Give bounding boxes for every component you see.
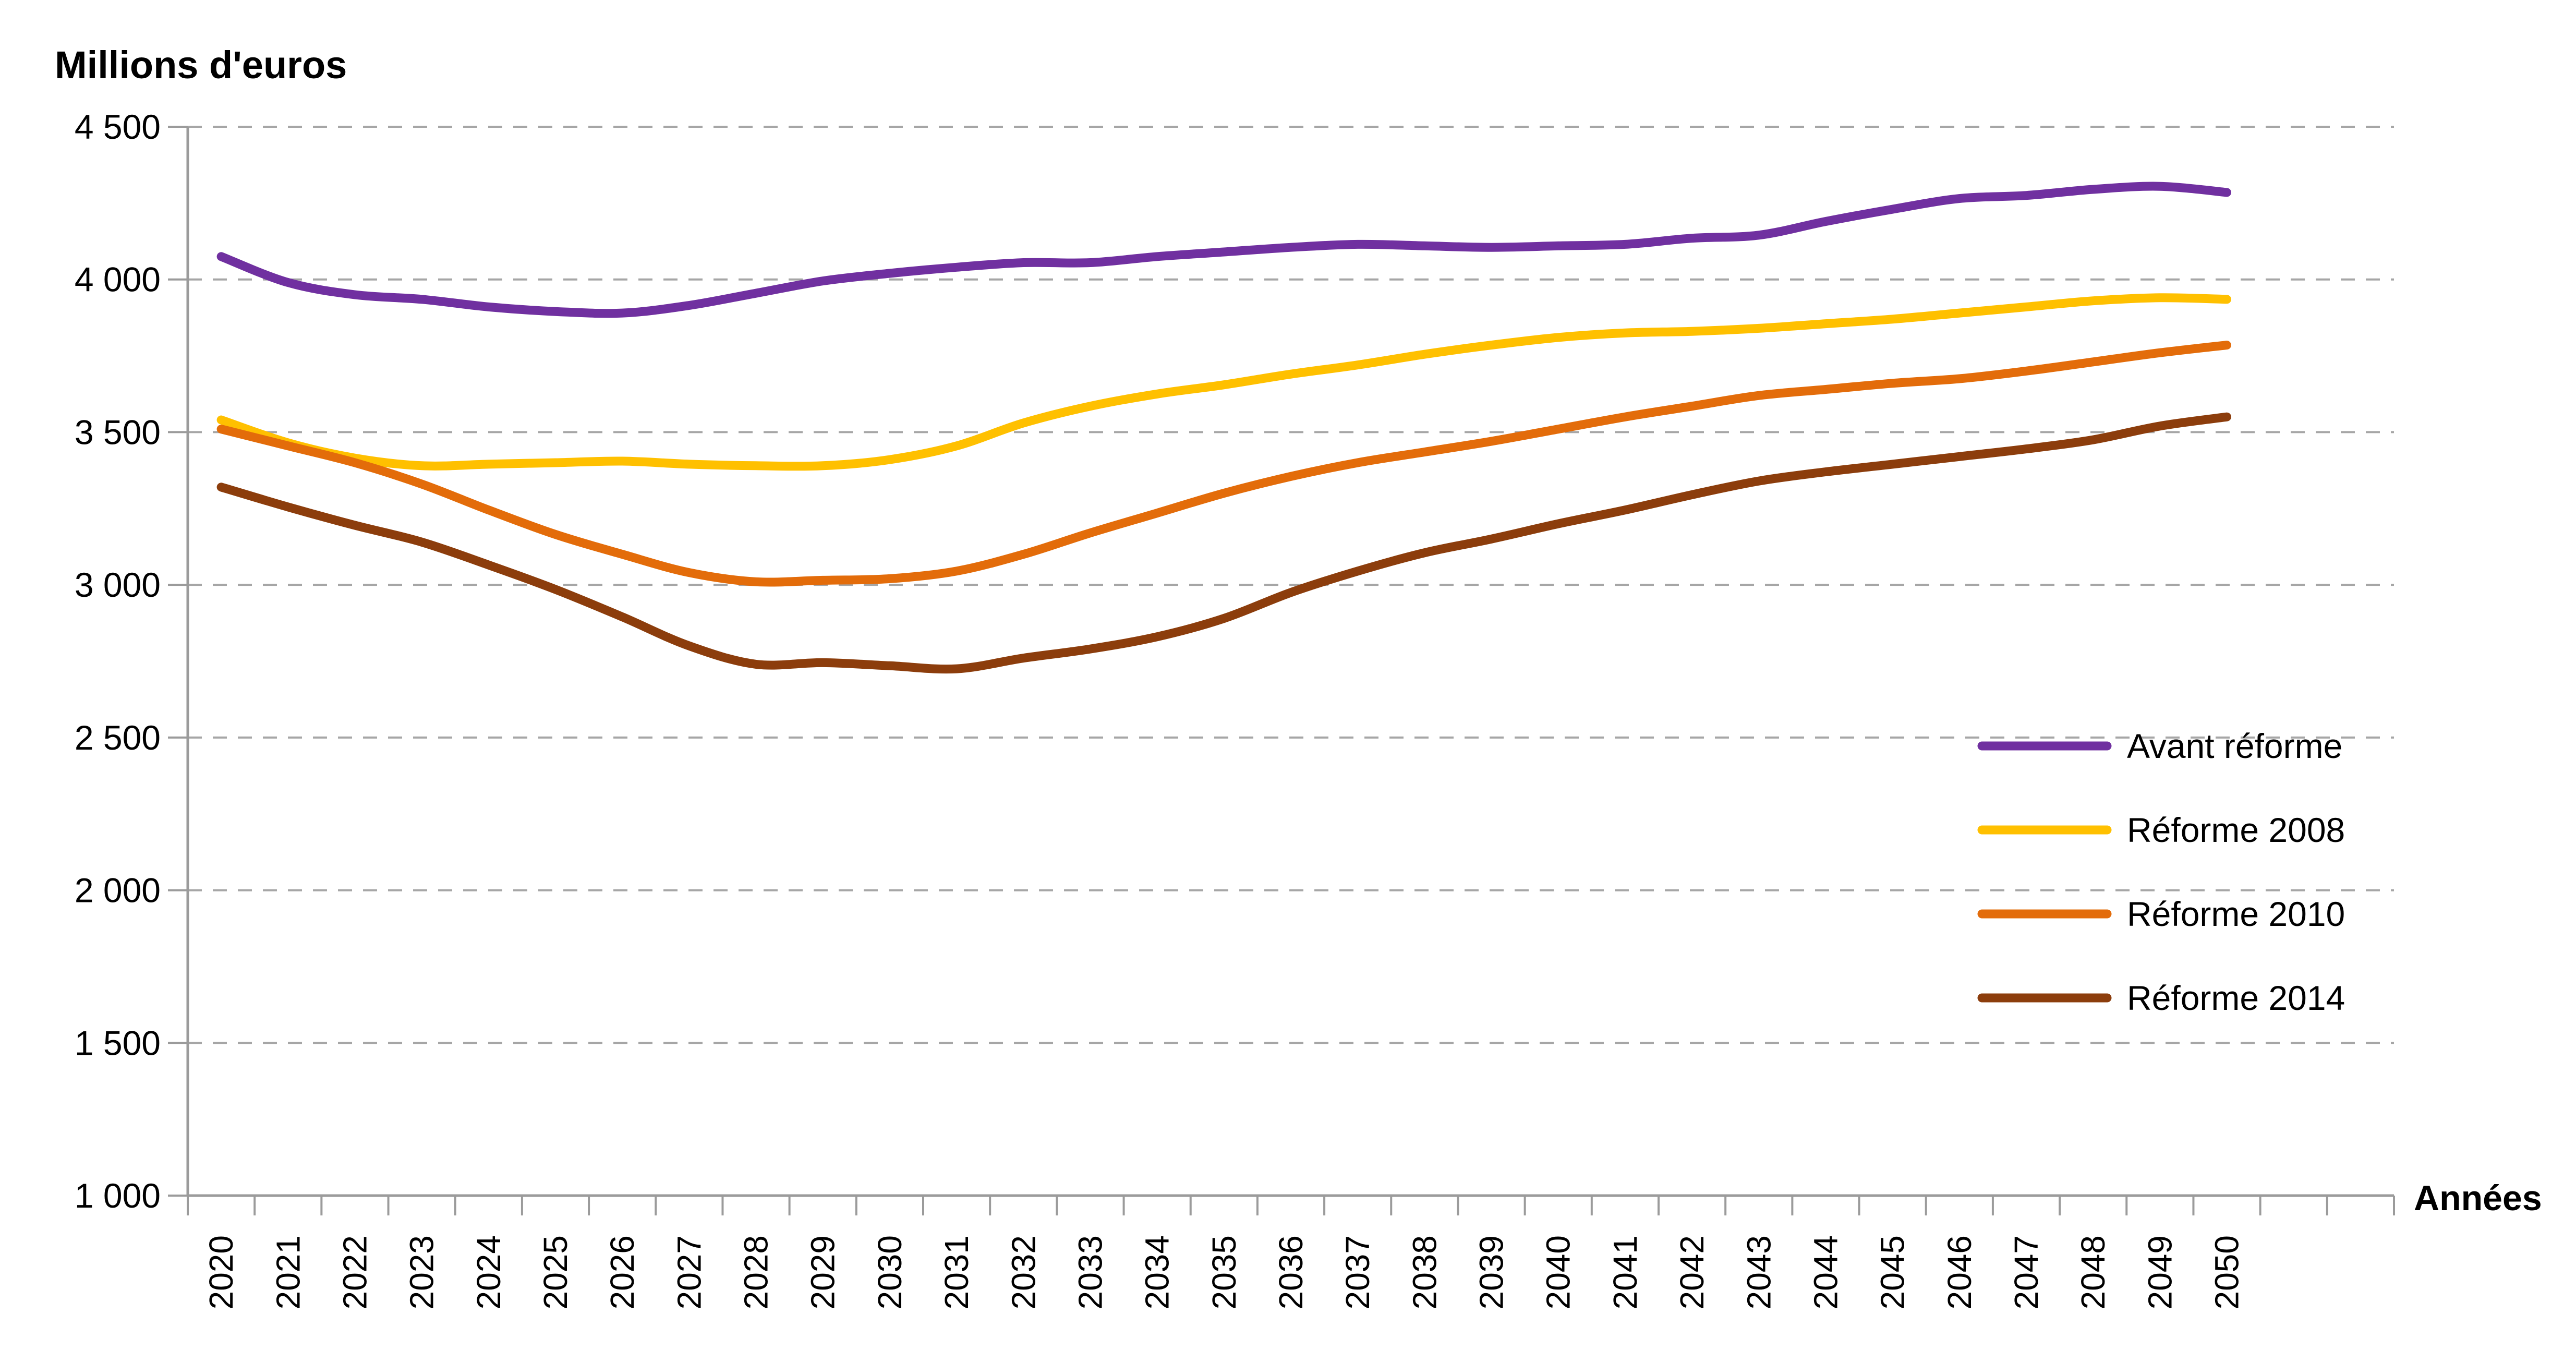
x-tick-label: 2037: [1339, 1235, 1376, 1309]
y-tick-label: 1 000: [75, 1176, 161, 1215]
x-tick-label: 2026: [603, 1235, 641, 1309]
y-tick-label: 2 500: [75, 718, 161, 757]
x-tick-label: 2033: [1071, 1235, 1109, 1309]
x-tick-label: 2036: [1272, 1235, 1310, 1309]
x-tick-label: 2048: [2074, 1235, 2112, 1309]
y-tick-label: 3 500: [75, 413, 161, 451]
x-axis-title: Années: [2414, 1178, 2542, 1218]
x-tick-label: 2035: [1205, 1235, 1243, 1309]
x-tick-label: 2030: [871, 1235, 909, 1309]
series-line-3: [216, 412, 2231, 674]
y-tick-label: 2 000: [75, 871, 161, 910]
x-tick-label: 2045: [1874, 1235, 1912, 1309]
x-tick-label: 2041: [1606, 1235, 1644, 1309]
chart-title: Millions d'euros: [55, 43, 347, 87]
series-line-2: [216, 341, 2231, 587]
legend-item-label: Avant réforme: [2127, 727, 2342, 765]
series-line-0: [216, 182, 2231, 318]
legend-item-label: Réforme 2010: [2127, 895, 2345, 933]
x-tick-label: 2038: [1406, 1235, 1443, 1309]
series-line-1: [216, 293, 2231, 471]
x-tick-label: 2046: [1941, 1235, 1978, 1309]
x-tick-label: 2028: [737, 1235, 775, 1309]
x-tick-label: 2050: [2208, 1235, 2246, 1309]
x-tick-label: 2040: [1540, 1235, 1577, 1309]
x-tick-label: 2049: [2141, 1235, 2179, 1309]
y-tick-label: 4 500: [75, 107, 161, 146]
x-tick-label: 2022: [336, 1235, 373, 1309]
legend-item-label: Réforme 2014: [2127, 979, 2345, 1017]
y-tick-label: 4 000: [75, 260, 161, 299]
y-tick-label: 3 000: [75, 565, 161, 604]
x-tick-label: 2025: [537, 1235, 574, 1309]
legend-item-label: Réforme 2008: [2127, 811, 2345, 849]
x-tick-label: 2020: [202, 1235, 240, 1309]
x-tick-label: 2039: [1473, 1235, 1510, 1309]
x-tick-label: 2042: [1673, 1235, 1711, 1309]
x-tick-label: 2031: [938, 1235, 975, 1309]
y-tick-label: 1 500: [75, 1023, 161, 1062]
x-tick-label: 2021: [269, 1235, 307, 1309]
x-tick-label: 2024: [470, 1235, 507, 1309]
x-tick-label: 2034: [1139, 1235, 1176, 1309]
x-tick-label: 2029: [804, 1235, 842, 1309]
x-tick-label: 2032: [1005, 1235, 1042, 1309]
x-tick-label: 2044: [1807, 1235, 1844, 1309]
x-tick-label: 2043: [1740, 1235, 1777, 1309]
x-tick-label: 2047: [2007, 1235, 2045, 1309]
x-tick-label: 2027: [670, 1235, 708, 1309]
x-tick-label: 2023: [403, 1235, 441, 1309]
